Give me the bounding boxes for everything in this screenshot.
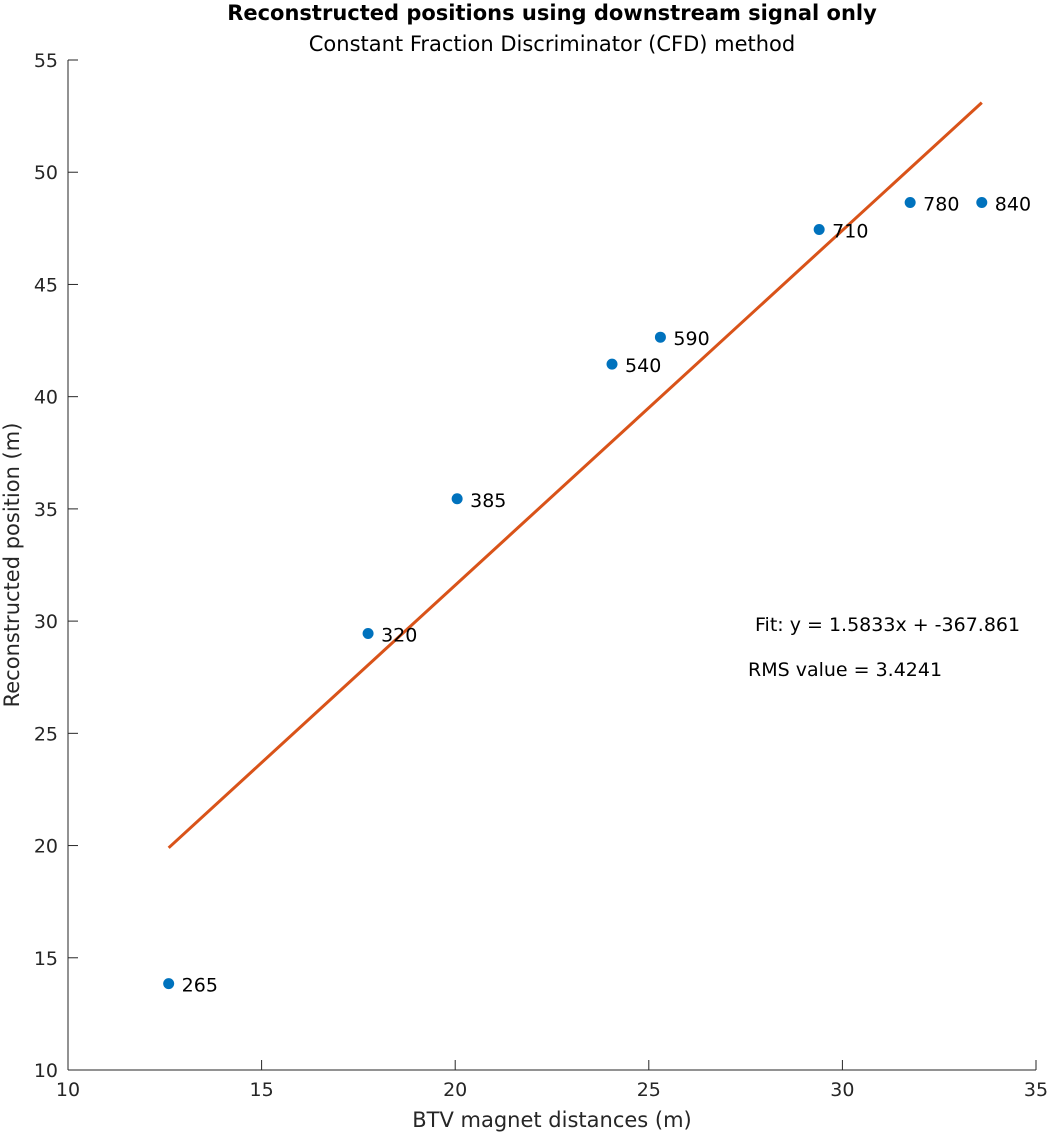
y-tick-label: 40 [34,387,58,409]
y-tick-label: 55 [34,50,58,72]
x-axis-label: BTV magnet distances (m) [412,1108,692,1132]
y-tick-label: 30 [34,611,58,633]
rms-value: RMS value = 3.4241 [748,659,942,681]
y-tick-label: 45 [34,274,58,296]
data-point [362,627,374,639]
data-point [606,358,618,370]
x-tick-label: 20 [443,1079,467,1101]
data-point [976,197,988,209]
chart-title: Reconstructed positions using downstream… [227,1,877,25]
fit-line-group [167,101,983,849]
data-points: 265 320 385 540 590 710 780 840 [163,194,1031,997]
data-point [163,978,175,990]
y-tick-label: 25 [34,723,58,745]
data-point-label: 590 [673,328,709,350]
data-point-label: 265 [182,975,218,997]
fit-equation: Fit: y = 1.5833x + -367.861 [755,614,1020,636]
data-point-label: 780 [923,194,959,216]
data-point-label: 320 [381,624,417,646]
data-point [451,493,463,505]
data-point-label: 385 [470,490,506,512]
y-tick-label: 10 [34,1060,58,1082]
y-axis-label: Reconstructed position (m) [0,423,24,708]
y-tick-label: 15 [34,948,58,970]
data-point [813,223,825,235]
x-tick-label: 25 [637,1079,661,1101]
data-point [904,197,916,209]
data-point-label: 840 [995,194,1031,216]
y-tick-label: 20 [34,836,58,858]
y-tick-label: 50 [34,162,58,184]
x-tick-label: 30 [830,1079,854,1101]
chart-subtitle: Constant Fraction Discriminator (CFD) me… [309,32,795,56]
data-point-label: 540 [625,355,661,377]
data-point-label: 710 [832,220,868,242]
axes: 10 15 20 25 30 35 10 15 20 25 30 35 40 45 50 55 [34,50,1048,1101]
x-tick-label: 15 [250,1079,274,1101]
x-tick-label: 10 [56,1079,80,1101]
y-tick-label: 35 [34,499,58,521]
data-point [654,331,666,343]
x-tick-label: 35 [1024,1079,1048,1101]
fit-line [167,101,983,849]
